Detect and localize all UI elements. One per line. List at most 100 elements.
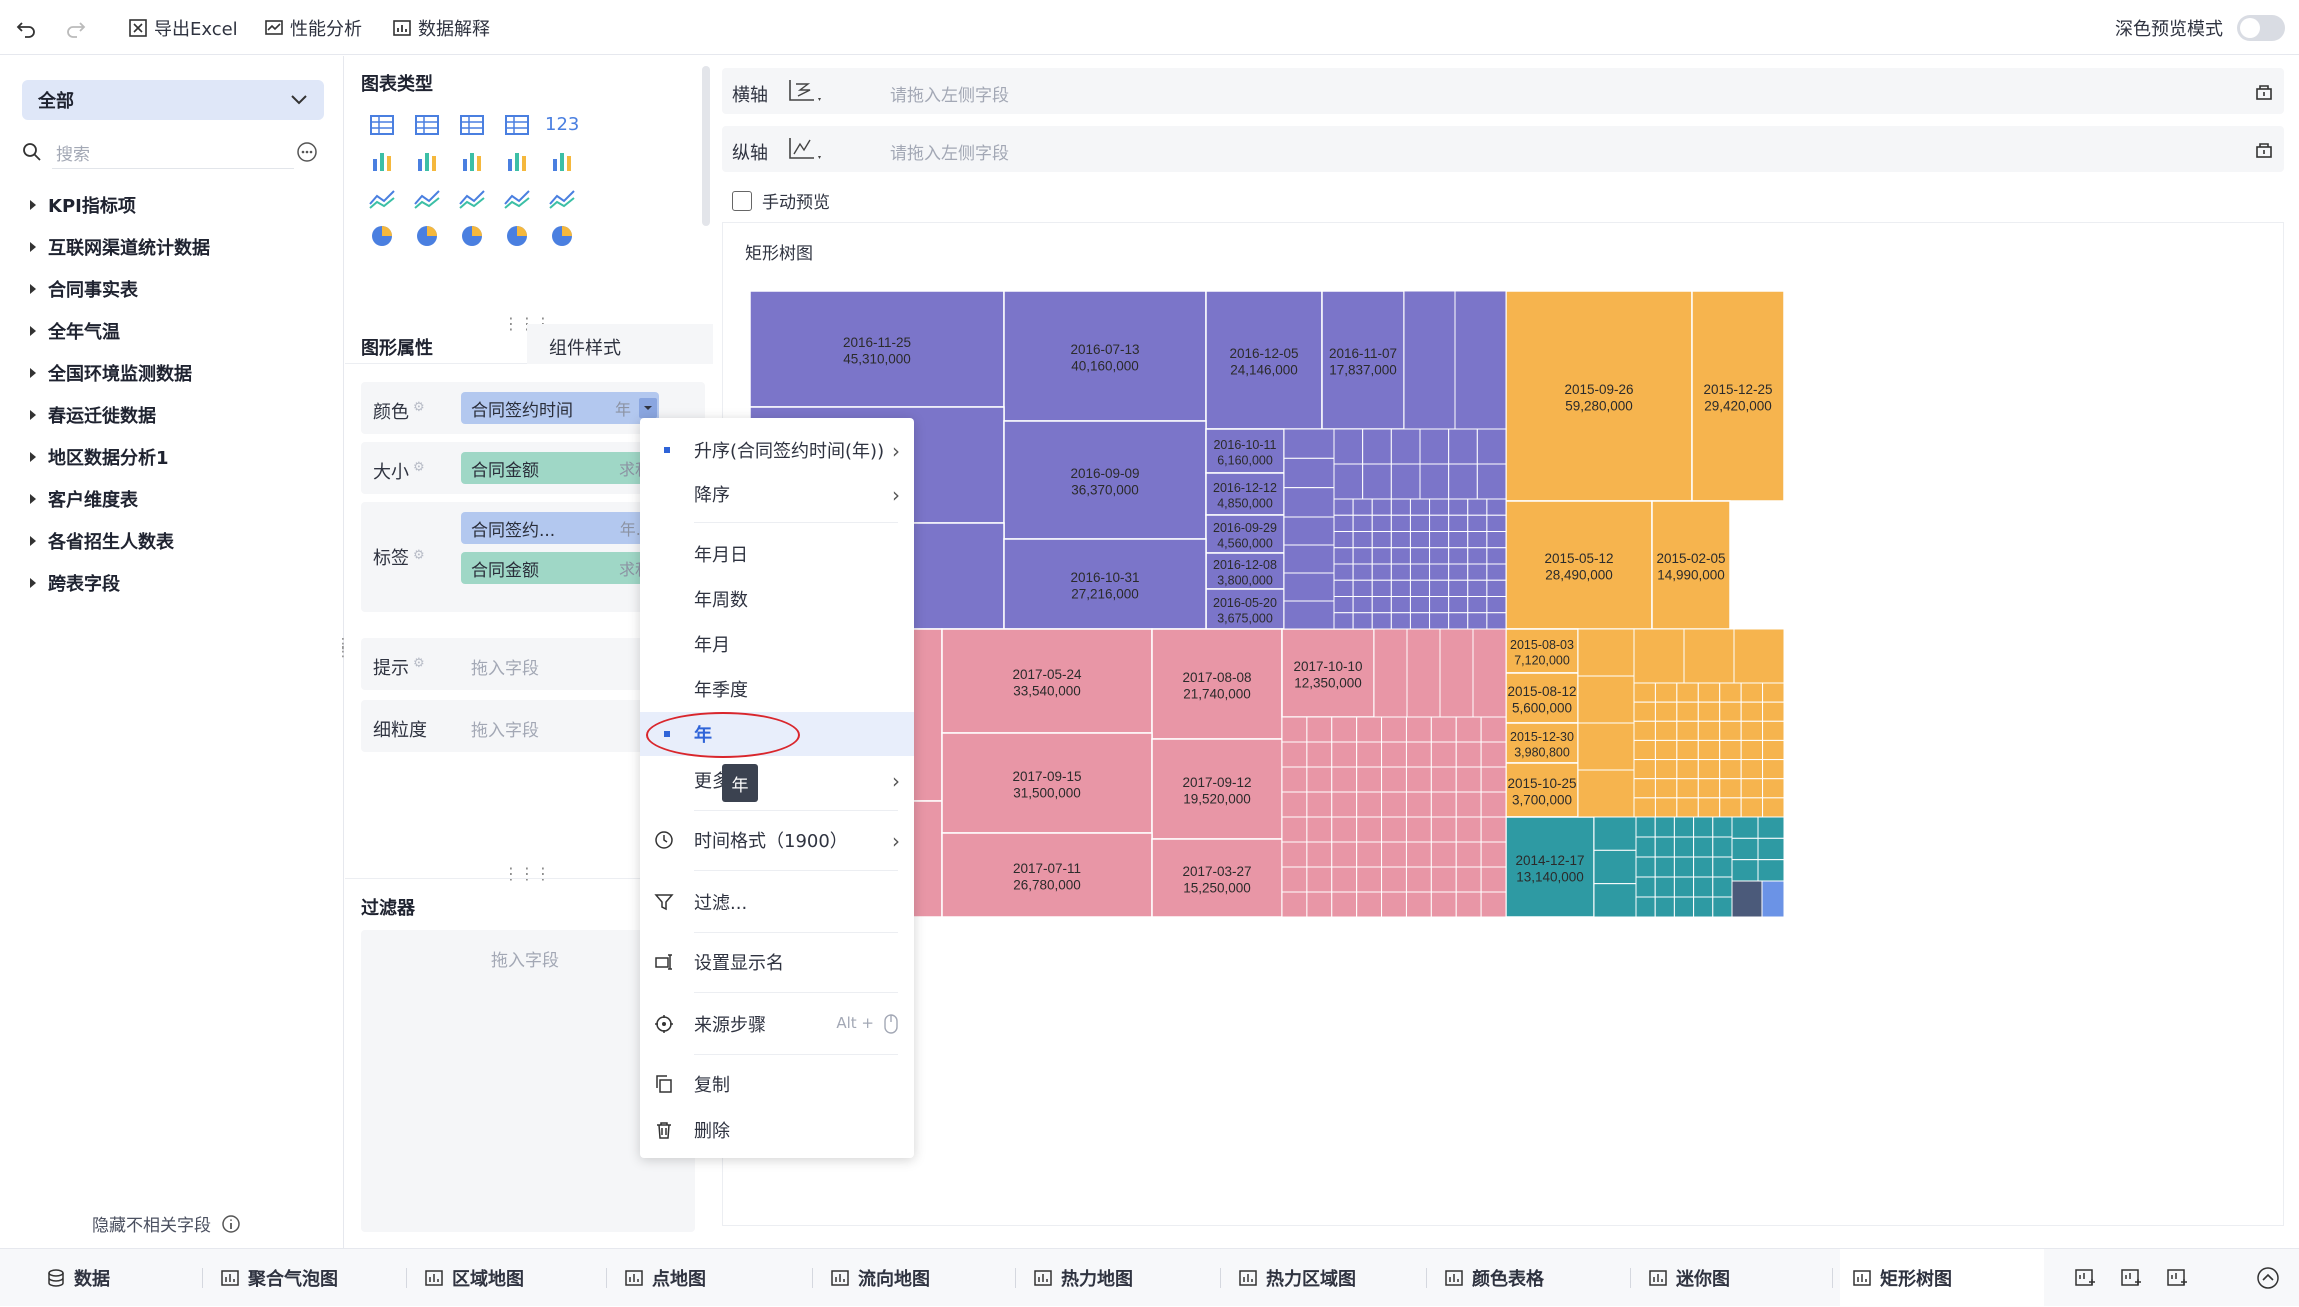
treemap-small-cell[interactable] — [1362, 463, 1392, 500]
treemap-small-cell[interactable] — [1635, 836, 1656, 858]
lock-icon[interactable] — [2254, 81, 2274, 101]
treemap-small-cell[interactable] — [1390, 498, 1411, 516]
treemap-small-cell[interactable] — [1281, 866, 1308, 893]
treemap-small-cell[interactable] — [1480, 766, 1507, 793]
treemap-small-cell[interactable] — [1486, 514, 1507, 532]
treemap-small-cell[interactable] — [1740, 701, 1764, 722]
treemap-small-cell[interactable] — [1281, 716, 1308, 743]
scatter-icon[interactable] — [500, 219, 534, 253]
dashboard-icon[interactable] — [500, 108, 534, 142]
tree-item[interactable]: 跨表字段 — [30, 562, 210, 604]
treemap-small-cell[interactable] — [1673, 836, 1695, 858]
treemap-small-cell[interactable] — [1403, 291, 1456, 430]
treemap-small-cell[interactable] — [1676, 701, 1699, 722]
treemap-small-cell[interactable] — [1719, 739, 1742, 761]
menu-ym[interactable]: 年月 — [640, 622, 914, 666]
treemap-cell[interactable]: 2014-12-17 13,140,000 — [1505, 816, 1595, 918]
treemap-small-cell[interactable] — [1633, 701, 1656, 722]
tree-item[interactable]: 全国环境监测数据 — [30, 352, 210, 394]
treemap-small-cell[interactable] — [1381, 716, 1407, 743]
tree-item[interactable]: 全年气温 — [30, 310, 210, 352]
treemap-small-cell[interactable] — [1480, 841, 1507, 868]
treemap-small-cell[interactable] — [1455, 716, 1482, 743]
treemap-small-cell[interactable] — [1281, 766, 1308, 793]
treemap-cell[interactable]: 2017-10-10 12,350,000 — [1281, 628, 1375, 718]
treemap-small-cell[interactable] — [1390, 563, 1411, 581]
sheet-tab[interactable]: 热力区域图 — [1238, 1249, 1356, 1307]
add-sheet-icon[interactable] — [2074, 1267, 2096, 1293]
treemap-small-cell[interactable] — [1333, 579, 1354, 597]
treemap-cell[interactable]: 2016-11-07 17,837,000 — [1321, 291, 1405, 430]
menu-filter[interactable]: 过滤... — [640, 880, 914, 924]
treemap-small-cell[interactable] — [1740, 739, 1764, 761]
granularity-drop-zone[interactable]: 拖入字段 — [471, 721, 539, 741]
treemap-cell[interactable]: 2016-10-31 27,216,000 — [1003, 538, 1207, 630]
menu-delete[interactable]: 删除 — [640, 1108, 914, 1152]
treemap-small-cell[interactable] — [1740, 720, 1764, 741]
data-explain-button[interactable]: 数据解释 — [392, 14, 490, 42]
treemap-small-cell[interactable] — [1381, 816, 1407, 843]
tree-item[interactable]: 互联网渠道统计数据 — [30, 226, 210, 268]
sheet-tab[interactable]: 矩形树图 — [1840, 1249, 2044, 1307]
treemap-small-cell[interactable] — [1371, 596, 1392, 614]
treemap-small-cell[interactable] — [1693, 876, 1714, 898]
menu-sort-desc[interactable]: 降序 › — [640, 472, 914, 516]
treemap-small-cell[interactable] — [1633, 720, 1656, 741]
treemap-small-cell[interactable] — [1712, 816, 1733, 838]
treemap-small-cell[interactable] — [1757, 816, 1785, 839]
tree-item[interactable]: 地区数据分析1 — [30, 436, 210, 478]
chart-type-scrollbar[interactable] — [702, 66, 710, 226]
treemap-small-cell[interactable] — [1719, 682, 1742, 703]
treemap-small-cell[interactable] — [1486, 498, 1507, 516]
treemap-small-cell[interactable] — [1381, 866, 1407, 893]
treemap-small-cell[interactable] — [1476, 463, 1507, 500]
treemap-cell[interactable]: 2015-10-25 3,700,000 — [1505, 762, 1579, 818]
treemap-cell[interactable]: 2017-03-27 15,250,000 — [1151, 838, 1283, 918]
treemap-small-cell[interactable] — [1429, 596, 1450, 614]
treemap-small-cell[interactable] — [1283, 457, 1335, 489]
treemap-small-cell[interactable] — [1697, 778, 1721, 799]
treemap-small-cell[interactable] — [1593, 816, 1637, 851]
number-icon[interactable]: 123 — [545, 114, 580, 135]
menu-sort-asc[interactable]: 升序(合同签约时间(年)) › — [640, 428, 914, 472]
treemap-small-cell[interactable] — [1480, 866, 1507, 893]
treemap-small-cell[interactable] — [1306, 891, 1333, 918]
treemap-small-cell[interactable] — [1429, 498, 1450, 516]
treemap-small-cell[interactable] — [1409, 531, 1431, 549]
treemap-cell[interactable]: 2016-07-13 40,160,000 — [1003, 291, 1207, 422]
search-input[interactable]: 搜索 — [56, 144, 90, 165]
treemap-small-cell[interactable] — [1306, 766, 1333, 793]
treemap-small-cell[interactable] — [1306, 816, 1333, 843]
treemap-small-cell[interactable] — [1448, 463, 1478, 500]
treemap-small-cell[interactable] — [1454, 291, 1507, 430]
treemap-small-cell[interactable] — [1333, 514, 1354, 532]
treemap-small-cell[interactable] — [1356, 766, 1383, 793]
treemap-small-cell[interactable] — [1352, 596, 1373, 614]
treemap-small-cell[interactable] — [1719, 720, 1742, 741]
treemap-small-cell[interactable] — [1371, 531, 1392, 549]
treemap-cell[interactable]: 2015-05-12 28,490,000 — [1505, 500, 1653, 630]
treemap-small-cell[interactable] — [1331, 841, 1358, 868]
treemap-cell[interactable]: 2015-12-25 29,420,000 — [1691, 291, 1785, 502]
treemap-small-cell[interactable] — [1381, 891, 1407, 918]
treemap-small-cell[interactable] — [1733, 628, 1785, 684]
treemap-small-cell[interactable] — [1486, 579, 1507, 597]
treemap-small-cell[interactable] — [1486, 596, 1507, 614]
treemap-small-cell[interactable] — [1448, 531, 1469, 549]
treemap-small-cell[interactable] — [1331, 741, 1358, 768]
ring-icon[interactable] — [455, 219, 489, 253]
treemap-small-cell[interactable] — [1381, 841, 1407, 868]
treemap-cell[interactable]: 2017-09-12 19,520,000 — [1151, 738, 1283, 840]
label-field-pill-1[interactable]: 合同签约... 年... — [461, 512, 661, 544]
hide-irrelevant-fields[interactable]: 隐藏不相关字段 — [92, 1211, 241, 1236]
treemap-small-cell[interactable] — [1448, 514, 1469, 532]
treemap-small-cell[interactable] — [1455, 791, 1482, 818]
treemap-small-cell[interactable] — [1333, 612, 1354, 630]
menu-more[interactable]: 更多 › — [640, 758, 914, 802]
treemap-small-cell[interactable] — [1633, 682, 1656, 703]
treemap-small-cell[interactable] — [1676, 720, 1699, 741]
treemap-cell[interactable]: 2016-12-08 3,800,000 — [1205, 552, 1285, 590]
treemap-small-cell[interactable] — [1731, 837, 1759, 861]
treemap-small-cell[interactable] — [1283, 544, 1335, 574]
tab-graph-props[interactable]: 图形属性 — [361, 338, 433, 359]
